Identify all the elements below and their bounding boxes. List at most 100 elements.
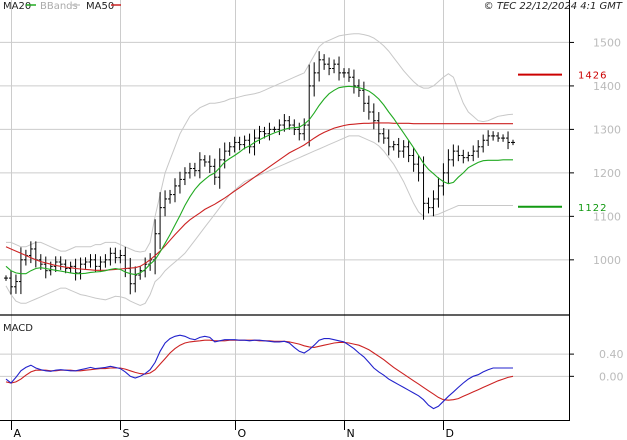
price-bar	[23, 249, 28, 266]
ma50-line	[5, 122, 513, 271]
price-bars	[4, 51, 515, 295]
price-bar	[287, 116, 292, 130]
price-bar	[371, 103, 376, 130]
price-axis: 1000 1100 1200 1300 1400 1500	[569, 36, 621, 267]
price-tick-label: 1400	[593, 80, 621, 93]
price-bar	[212, 158, 217, 185]
price-tick-label: 1000	[593, 254, 621, 267]
price-bar	[466, 151, 471, 162]
price-bar	[307, 64, 312, 147]
price-bar	[133, 266, 138, 293]
price-bar	[18, 247, 23, 295]
price-bar	[471, 145, 476, 162]
month-label: D	[446, 427, 454, 440]
price-bar	[98, 256, 103, 273]
price-bar	[386, 129, 391, 156]
price-bar	[436, 177, 441, 208]
price-bar	[192, 162, 197, 177]
price-bar	[173, 178, 177, 203]
price-bar	[163, 190, 168, 217]
price-bar	[247, 133, 252, 154]
legend-label: MA20	[3, 1, 31, 12]
price-bar	[237, 136, 242, 151]
price-bar	[342, 68, 346, 78]
macd-tick-label: 0.00	[599, 370, 624, 383]
month-label: N	[347, 427, 355, 440]
price-tick-label: 1100	[593, 210, 621, 223]
price-bar	[148, 253, 153, 271]
macd-signal-line	[5, 339, 514, 401]
price-bar	[73, 258, 78, 281]
price-bar	[416, 155, 421, 182]
price-bar	[232, 136, 237, 153]
macd-tick-label: 0.40	[599, 348, 624, 361]
price-bar	[332, 59, 337, 74]
price-bar	[496, 132, 501, 142]
price-bar	[197, 152, 202, 179]
price-bar	[351, 69, 356, 94]
price-bar	[13, 274, 18, 294]
price-bar	[217, 148, 222, 189]
month-label: O	[238, 427, 247, 440]
price-bar	[88, 254, 93, 268]
price-bar	[406, 140, 411, 163]
price-bar	[381, 128, 386, 144]
price-bar	[242, 135, 247, 150]
price-bar	[327, 57, 332, 76]
price-bar	[411, 147, 416, 172]
price-bar	[257, 125, 262, 144]
macd-gridlines	[0, 353, 569, 377]
price-bar	[28, 241, 33, 264]
month-label: A	[14, 427, 22, 440]
price-bar	[277, 119, 282, 136]
price-bar	[153, 219, 158, 275]
price-bar	[391, 140, 396, 151]
price-bar	[202, 155, 207, 167]
price-bar	[486, 130, 491, 146]
price-bar	[168, 189, 173, 204]
price-bar	[222, 142, 227, 169]
bband-upper-line	[6, 33, 514, 253]
price-bar	[476, 140, 481, 158]
bollinger-bands	[5, 33, 514, 307]
price-bar	[177, 171, 182, 194]
price-bar	[421, 156, 426, 220]
legend-label: BBands	[40, 1, 78, 12]
price-bar	[53, 256, 58, 273]
legend: MA20 BBands MA50	[3, 1, 121, 12]
macd-lines	[5, 334, 514, 410]
price-bar	[491, 131, 496, 141]
price-bar	[182, 167, 187, 186]
macd-line	[5, 334, 513, 410]
price-bar	[113, 247, 118, 264]
price-bar	[456, 145, 461, 162]
support-label: 1122	[578, 203, 607, 214]
price-bar	[227, 142, 232, 156]
price-bar	[158, 192, 163, 250]
price-bar	[312, 62, 317, 97]
price-bar	[337, 56, 342, 81]
price-bar	[396, 137, 401, 158]
price-bar	[426, 197, 431, 214]
price-bar	[58, 256, 63, 270]
price-tick-label: 1200	[593, 167, 621, 180]
price-bar	[297, 122, 302, 141]
copyright-text: © TEC 22/12/2024 4:1 GMT	[484, 1, 623, 12]
price-bar	[451, 144, 456, 167]
price-bar	[128, 257, 133, 295]
month-label: S	[123, 427, 130, 440]
price-bar	[63, 259, 68, 274]
bband-lower-line	[5, 135, 513, 307]
price-bar	[43, 256, 48, 279]
price-bar	[346, 68, 351, 82]
ma20-line	[5, 85, 513, 276]
price-bar	[481, 134, 486, 153]
price-bar	[83, 257, 88, 269]
price-bar	[506, 131, 511, 150]
price-bar	[431, 190, 436, 217]
moving-averages	[5, 85, 513, 276]
price-bar	[33, 241, 38, 268]
price-bar	[108, 247, 113, 266]
price-bar	[187, 162, 192, 179]
